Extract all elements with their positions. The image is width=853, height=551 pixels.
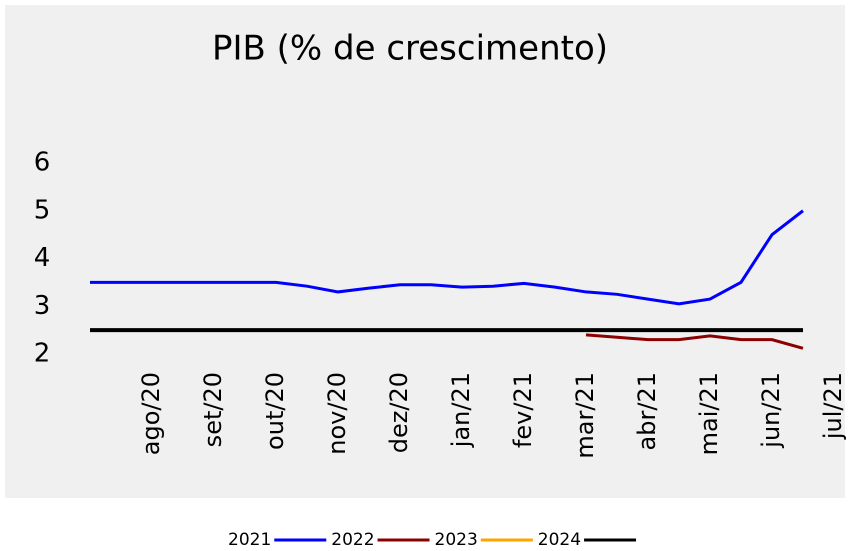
x-tick-label: jul/21 xyxy=(819,372,847,440)
x-tick-label: out/20 xyxy=(261,372,289,450)
x-tick-label: fev/21 xyxy=(509,372,537,448)
legend-label: 2021 xyxy=(228,530,271,550)
x-tick-label: nov/20 xyxy=(323,372,351,455)
x-tick-label: set/20 xyxy=(199,372,227,447)
x-tick-label: ago/20 xyxy=(137,372,165,455)
chart-background xyxy=(5,5,845,498)
legend-label: 2023 xyxy=(435,530,478,550)
x-tick-label: abr/21 xyxy=(633,372,661,450)
chart-title: PIB (% de crescimento) xyxy=(212,29,608,69)
series-line xyxy=(585,333,804,350)
x-tick-label: mar/21 xyxy=(571,372,599,459)
y-tick-label: 5 xyxy=(34,195,51,225)
x-tick-label: dez/20 xyxy=(385,372,413,453)
y-tick-label: 3 xyxy=(34,291,51,321)
x-tick-label: jun/21 xyxy=(757,372,785,449)
x-tick-label: jan/21 xyxy=(447,372,475,448)
series-line xyxy=(90,209,804,306)
y-tick-label: 6 xyxy=(34,148,51,178)
legend-label: 2022 xyxy=(331,530,374,550)
x-tick-label: mai/21 xyxy=(695,372,723,455)
y-tick-label: 4 xyxy=(34,243,51,273)
y-tick-label: 2 xyxy=(34,339,51,369)
legend-label: 2024 xyxy=(538,530,581,550)
